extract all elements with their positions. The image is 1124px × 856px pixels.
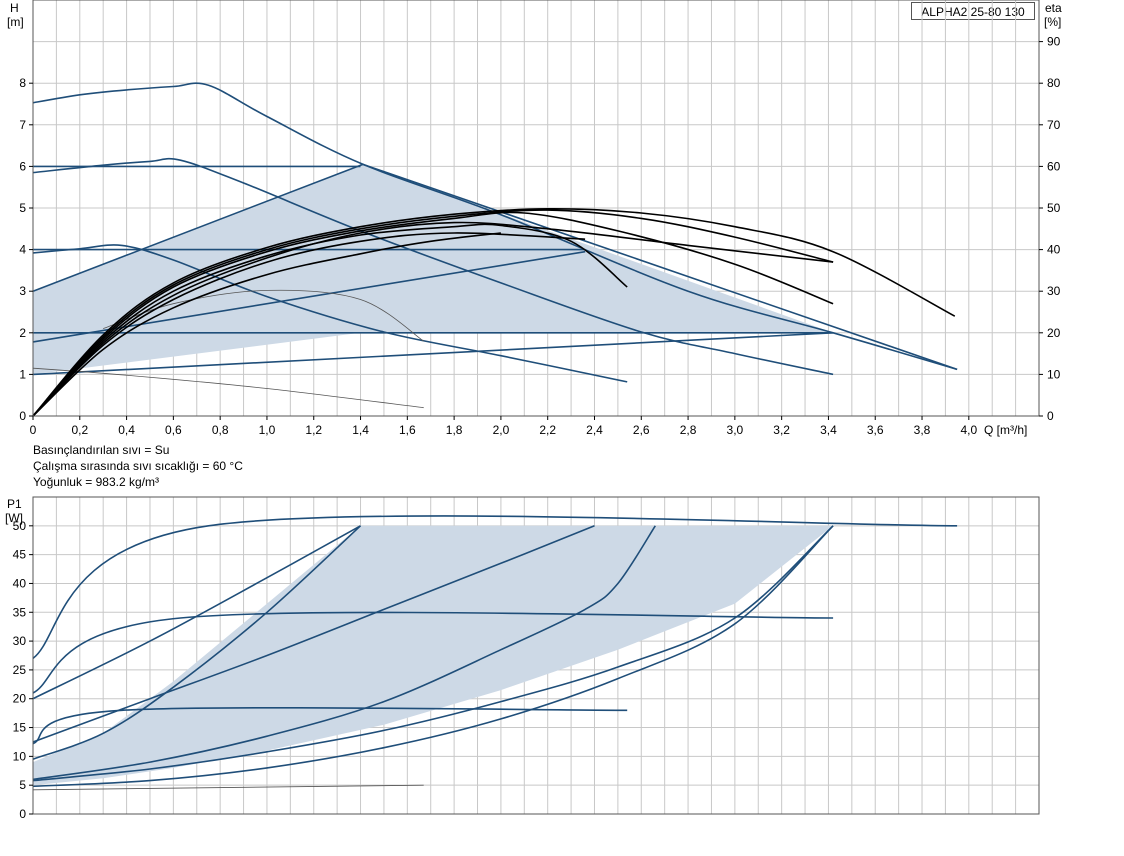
- x-tick-label: 1,2: [305, 423, 322, 437]
- y2-tick-label: 90: [1047, 35, 1061, 49]
- y-tick-label: 5: [19, 778, 26, 792]
- head-axis-label: H: [10, 1, 19, 15]
- pump-curve: [32, 525, 834, 788]
- y2-tick-label: 40: [1047, 243, 1061, 257]
- pump-curve: [32, 784, 424, 791]
- pump-curve: [32, 525, 361, 700]
- power-chart: 0 5 10 15 20 25 30 35 40 45 50 P1 [W]: [5, 496, 1040, 821]
- y-tick-label: 8: [19, 76, 26, 90]
- y-tick-label: 1: [19, 367, 26, 381]
- pump-curve: [32, 250, 586, 343]
- x-tick-label: 4,0: [960, 423, 977, 437]
- y-tick-label: 45: [13, 548, 27, 562]
- y-tick-label: 30: [13, 634, 27, 648]
- x-tick-label: 3,2: [773, 423, 790, 437]
- x-tick-label: 2,6: [633, 423, 650, 437]
- y-tick-label: 10: [13, 749, 27, 763]
- y-tick-label: 25: [13, 663, 27, 677]
- efficiency-curve: [32, 232, 501, 417]
- pump-curve: [32, 707, 628, 745]
- pump-curve: [32, 163, 364, 292]
- y2-tick-label: 80: [1047, 76, 1061, 90]
- x-tick-label: 3,8: [914, 423, 931, 437]
- y2-tick-label: 10: [1047, 367, 1061, 381]
- x-tick-label: 2,4: [586, 423, 603, 437]
- y2-tick-label: 50: [1047, 201, 1061, 215]
- x-tick-label: 1,0: [259, 423, 276, 437]
- x-tick-label: 2,0: [493, 423, 510, 437]
- y-tick-label: 35: [13, 605, 27, 619]
- efficiency-curve: [32, 223, 628, 417]
- y-tick-label: 4: [19, 243, 26, 257]
- y-tick-label: 0: [19, 807, 26, 821]
- pump-curve: [32, 82, 958, 371]
- y-tick-label: 3: [19, 284, 26, 298]
- y-tick-label: 15: [13, 721, 27, 735]
- y-tick-label: 50: [13, 519, 27, 533]
- efficiency-curve: [32, 211, 834, 417]
- plot-frame: [32, 496, 1040, 815]
- x-tick-label: 0,6: [165, 423, 182, 437]
- y-tick-label: 20: [13, 692, 27, 706]
- x-tick-label: 3,0: [727, 423, 744, 437]
- y-tick-label: 2: [19, 326, 26, 340]
- y-tick-label: 5: [19, 201, 26, 215]
- model-label: ALPHA2 25-80 130: [911, 2, 1035, 20]
- x-tick-label: 0: [30, 423, 37, 437]
- power-axis-unit: [W]: [5, 511, 23, 525]
- x-tick-label: 1,8: [446, 423, 463, 437]
- pump-curve: [32, 367, 424, 409]
- temperature-info: Çalışma sırasında sıvı sıcaklığı = 60 °C: [33, 459, 243, 473]
- pump-curve: [32, 515, 958, 660]
- pump-curve: [32, 611, 834, 694]
- x-tick-label: 3,6: [867, 423, 884, 437]
- y-tick-label: 7: [19, 118, 26, 132]
- efficiency-curve: [32, 232, 586, 417]
- fluid-info: Basınçlandırılan sıvı = Su: [33, 443, 170, 457]
- y-tick-label: 40: [13, 576, 27, 590]
- operating-range-area: [33, 525, 834, 786]
- x-tick-label: 3,4: [820, 423, 837, 437]
- head-axis-unit: [m]: [7, 15, 24, 29]
- y2-tick-label: 60: [1047, 159, 1061, 173]
- pump-curve: [32, 525, 656, 781]
- efficiency-curve: [32, 209, 834, 417]
- pump-curve: [32, 244, 628, 383]
- x-tick-label: 2,2: [539, 423, 556, 437]
- power-axis-label: P1: [7, 497, 22, 511]
- pump-curve: [32, 525, 595, 743]
- y2-tick-label: 20: [1047, 326, 1061, 340]
- pump-curve: [362, 163, 958, 371]
- x-tick-label: 0,8: [212, 423, 229, 437]
- y-tick-label: 6: [19, 159, 26, 173]
- y2-tick-label: 30: [1047, 284, 1061, 298]
- density-info: Yoğunluk = 983.2 kg/m³: [33, 475, 159, 489]
- flow-axis-label: Q [m³/h]: [984, 423, 1027, 437]
- pump-curve: [32, 332, 834, 376]
- x-tick-label: 0,4: [118, 423, 135, 437]
- operating-range-area: [33, 164, 834, 375]
- y2-tick-label: 0: [1047, 409, 1054, 423]
- pump-curve: [103, 289, 424, 342]
- y2-tick-label: 70: [1047, 118, 1061, 132]
- y-tick-label: 0: [19, 409, 26, 423]
- x-tick-label: 1,6: [399, 423, 416, 437]
- x-tick-label: 2,8: [680, 423, 697, 437]
- x-tick-label: 1,4: [352, 423, 369, 437]
- eta-axis-label: eta: [1045, 1, 1062, 15]
- pump-curve: [32, 525, 362, 760]
- x-tick-label: 0,2: [71, 423, 88, 437]
- pump-curve: [32, 525, 834, 782]
- efficiency-curve: [32, 221, 834, 417]
- efficiency-curve: [32, 207, 956, 417]
- eta-axis-unit: [%]: [1044, 15, 1061, 29]
